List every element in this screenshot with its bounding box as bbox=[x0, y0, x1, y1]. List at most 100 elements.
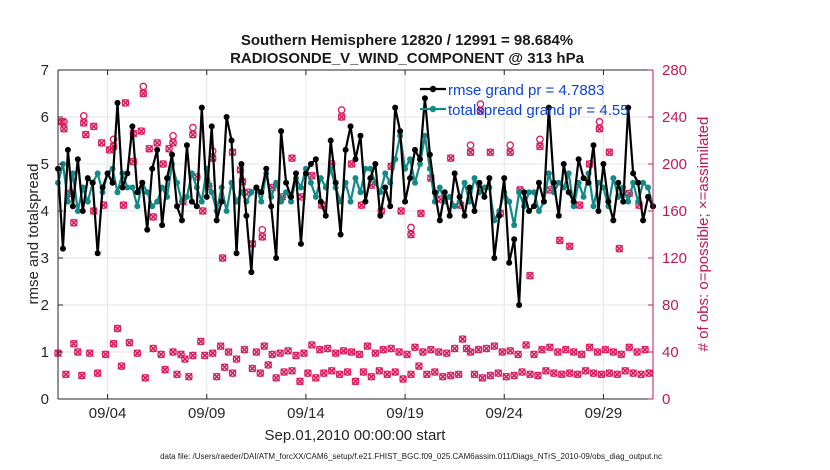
obs-possible-point bbox=[417, 209, 425, 218]
obs-possible-point bbox=[438, 372, 447, 381]
obs-assimilated-point bbox=[442, 349, 451, 358]
rmse-point bbox=[268, 203, 275, 210]
y-right-tick-label: 40 bbox=[662, 344, 679, 361]
obs-cross-stroke bbox=[423, 370, 431, 379]
obs-assimilated-point bbox=[438, 372, 447, 381]
obs-assimilated-point bbox=[637, 370, 645, 379]
obs-possible-point bbox=[549, 369, 558, 377]
obs-cross-stroke bbox=[446, 371, 455, 380]
obs-assimilated-point bbox=[514, 350, 522, 359]
obs-possible-point bbox=[482, 344, 491, 353]
obs-possible-point bbox=[258, 233, 267, 241]
totalspread-point bbox=[535, 208, 542, 214]
obs-possible-point bbox=[399, 375, 407, 383]
obs-cross-stroke bbox=[212, 372, 221, 381]
rmse-point bbox=[347, 123, 354, 130]
obs-possible-point bbox=[486, 371, 495, 380]
obs-assimilated-point bbox=[119, 201, 128, 209]
obs-possible-point bbox=[343, 368, 352, 376]
obs-cross-stroke bbox=[565, 242, 574, 251]
totalspread-point bbox=[124, 184, 131, 191]
rmse-point bbox=[238, 161, 245, 167]
obs-possible-point bbox=[228, 369, 237, 377]
totalspread-point bbox=[590, 203, 597, 210]
obs-possible-point bbox=[139, 89, 148, 98]
rmse-point bbox=[228, 137, 235, 144]
obs-possible-point bbox=[62, 370, 70, 379]
obs-assimilated-point bbox=[256, 369, 265, 378]
obs-possible-point bbox=[557, 370, 566, 379]
obs-possible-point bbox=[454, 370, 463, 379]
obs-assimilated-point bbox=[153, 138, 162, 147]
obs-cross-stroke bbox=[430, 368, 439, 376]
totalspread-point bbox=[183, 193, 190, 200]
obs-assimilated-point bbox=[89, 122, 98, 131]
obs-assimilated-point bbox=[260, 342, 269, 350]
rmse-point bbox=[540, 198, 547, 205]
obs-assimilated-point bbox=[252, 348, 261, 356]
obs-cross-stroke bbox=[454, 370, 463, 379]
obs-assimilated-point bbox=[189, 130, 197, 139]
obs-possible-point bbox=[637, 370, 645, 379]
totalspread-point bbox=[347, 198, 354, 205]
rmse-point bbox=[89, 179, 96, 186]
obs-possible-point bbox=[542, 366, 550, 375]
rmse-point bbox=[461, 212, 468, 219]
obs-possible-point bbox=[220, 363, 229, 372]
obs-cross-stroke bbox=[70, 218, 78, 227]
rmse-point bbox=[412, 146, 418, 153]
totalspread-point bbox=[630, 179, 637, 186]
rmse-series bbox=[55, 95, 656, 308]
obs-assimilated-point bbox=[139, 89, 148, 98]
obs-possible-point bbox=[415, 362, 423, 370]
obs-assimilated-point bbox=[395, 348, 403, 356]
rmse-point bbox=[69, 203, 76, 210]
rmse-point bbox=[367, 175, 374, 182]
obs-cross-stroke bbox=[161, 365, 169, 374]
totalspread-point bbox=[94, 170, 101, 177]
rmse-point bbox=[203, 193, 210, 200]
rmse-point bbox=[332, 179, 339, 186]
obs-possible-point bbox=[224, 348, 233, 356]
obs-cross-stroke bbox=[561, 345, 570, 354]
rmse-point bbox=[253, 184, 260, 191]
obs-assimilated-point bbox=[264, 361, 273, 369]
rmse-point bbox=[288, 193, 295, 200]
obs-assimilated-point bbox=[645, 369, 653, 378]
obs-cross-stroke bbox=[605, 369, 614, 378]
obs-cross-stroke bbox=[526, 370, 534, 379]
obs-possible-point bbox=[347, 348, 356, 356]
obs-possible-point bbox=[173, 370, 181, 379]
rmse-point bbox=[164, 175, 171, 182]
obs-possible-point bbox=[466, 348, 475, 356]
obs-cross-stroke bbox=[181, 355, 189, 363]
rmse-point bbox=[337, 231, 344, 238]
obs-cross-stroke bbox=[248, 364, 257, 373]
obs-assimilated-point bbox=[268, 350, 277, 359]
obs-possible-point bbox=[77, 371, 86, 380]
obs-cross-stroke bbox=[575, 201, 584, 209]
obs-possible-point bbox=[506, 148, 515, 157]
obs-assimilated-point bbox=[258, 232, 267, 241]
obs-assimilated-point bbox=[522, 341, 530, 349]
obs-assimilated-point bbox=[81, 130, 90, 139]
x-tick-label: 09/04 bbox=[89, 405, 127, 422]
obs-assimilated-point bbox=[546, 343, 554, 352]
obs-possible-point bbox=[589, 369, 598, 377]
obs-cross-stroke bbox=[397, 207, 405, 215]
legend: rmse grand pr = 4.7883 totalspread grand… bbox=[420, 82, 629, 119]
obs-assimilated-point bbox=[347, 160, 356, 168]
obs-cross-stroke bbox=[260, 342, 269, 350]
rmse-point bbox=[555, 212, 562, 219]
obs-possible-point bbox=[561, 345, 570, 354]
data-file-footnote: data file: /Users/raeder/DAI/ATM_forcXX/… bbox=[160, 452, 662, 461]
obs-cross-stroke bbox=[121, 99, 130, 107]
obs-assimilated-point bbox=[526, 271, 534, 280]
obs-possible-point bbox=[530, 350, 538, 359]
obs-possible-point bbox=[514, 350, 522, 359]
rmse-point bbox=[585, 179, 592, 186]
obs-possible-point bbox=[625, 343, 634, 352]
obs-possible-point bbox=[319, 369, 328, 377]
totalspread-point bbox=[516, 189, 523, 196]
obs-cross-stroke bbox=[510, 371, 519, 380]
